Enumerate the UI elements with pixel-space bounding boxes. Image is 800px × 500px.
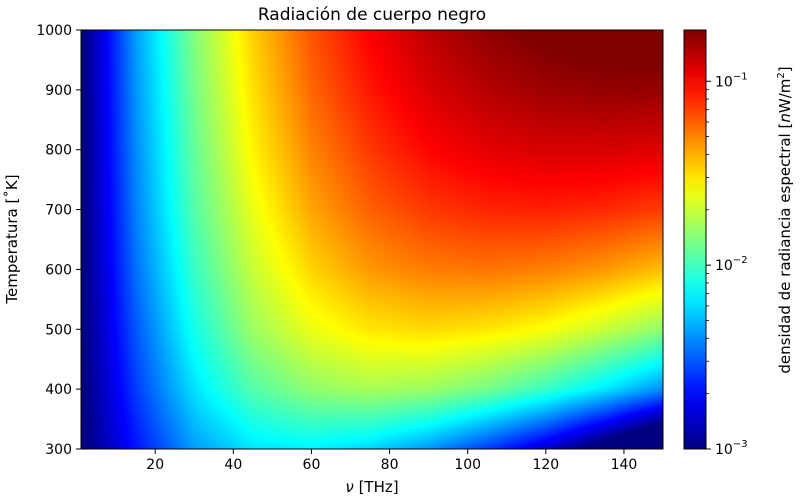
y-axis: 300 400 500 600 700 800 900 1000: [36, 23, 81, 458]
colorbar-tick-label: 10−2: [715, 255, 748, 274]
heatmap-canvas: [81, 30, 663, 449]
x-tick-label: 80: [381, 457, 399, 473]
y-tick-label: 400: [45, 382, 72, 398]
x-tick-label: 60: [303, 457, 321, 473]
colorbar-label-close: ]: [776, 66, 794, 72]
x-axis: 20 40 60 80 100 120 140: [146, 449, 637, 473]
colorbar-label-sup: 2: [776, 72, 787, 78]
y-tick-label: 900: [45, 83, 72, 99]
y-tick-label: 600: [45, 262, 72, 278]
colorbar-tick-label: 10−3: [715, 439, 748, 458]
heatmap-raster: [81, 30, 663, 449]
x-axis-label: ν [THz]: [345, 478, 398, 496]
plot-frame: [80, 29, 664, 450]
y-tick-label: 500: [45, 322, 72, 338]
y-tick-label: 800: [45, 143, 72, 159]
colorbar-ticks: 10−3 10−2 10−1: [706, 71, 748, 458]
chart-title: Radiación de cuerpo negro: [258, 5, 486, 25]
x-tick-label: 20: [146, 457, 164, 473]
colorbar: 10−3 10−2 10−1: [683, 29, 748, 458]
y-axis-label: Temperatura [˚K]: [3, 174, 21, 304]
colorbar-label: densidad de radiancia espectral [nW/m2]: [776, 66, 794, 373]
heatmap: [81, 30, 663, 449]
colorbar-frame: [683, 29, 707, 450]
y-tick-label: 1000: [36, 23, 72, 39]
colorbar-tick-label: 10−1: [715, 71, 748, 90]
colorbar-gradient: [684, 30, 706, 449]
x-axis-label-symbol: ν: [345, 478, 353, 496]
colorbar-label-unit-n: n: [776, 113, 794, 123]
x-tick-label: 100: [454, 457, 481, 473]
y-tick-label: 300: [45, 442, 72, 458]
colorbar-label-main: densidad de radiancia espectral [: [776, 123, 794, 374]
x-tick-label: 40: [224, 457, 242, 473]
x-axis-label-unit: [THz]: [354, 478, 399, 496]
colorbar-label-unit-rest: W/m: [776, 79, 794, 114]
y-tick-label: 700: [45, 203, 72, 219]
x-tick-label: 140: [611, 457, 638, 473]
x-tick-label: 120: [532, 457, 559, 473]
